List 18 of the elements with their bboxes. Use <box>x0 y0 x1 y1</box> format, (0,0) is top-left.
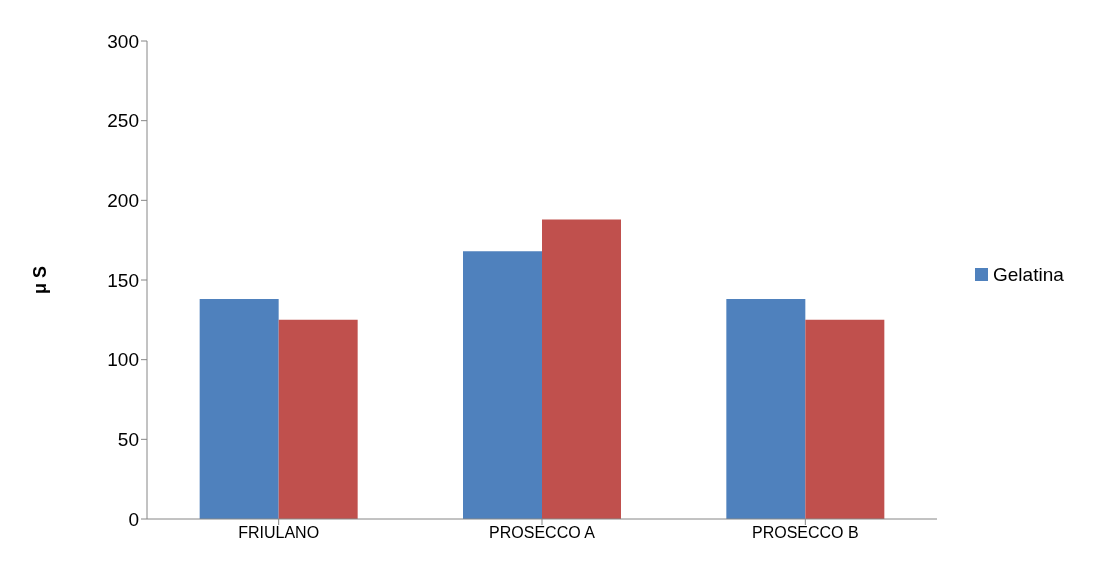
y-tick-label: 200 <box>107 190 139 212</box>
bar <box>542 219 621 519</box>
y-axis-title: μ S <box>30 265 51 295</box>
y-tick-label: 250 <box>107 110 139 132</box>
bar <box>463 251 542 519</box>
x-tick-label: PROSECCO A <box>489 524 596 542</box>
bar <box>805 319 885 519</box>
x-tick-label: PROSECCO B <box>751 524 859 542</box>
x-tick-label: FRIULANO <box>238 524 320 542</box>
y-tick-label: 50 <box>117 429 139 451</box>
y-tick-label: 150 <box>107 269 139 291</box>
legend-label: Gelatina <box>993 263 1064 286</box>
y-tick-label: 0 <box>128 508 139 530</box>
y-tick-label: 300 <box>107 30 139 52</box>
bar <box>199 299 279 519</box>
bar <box>726 299 806 519</box>
bar <box>278 319 358 519</box>
y-tick-label: 100 <box>107 349 139 371</box>
